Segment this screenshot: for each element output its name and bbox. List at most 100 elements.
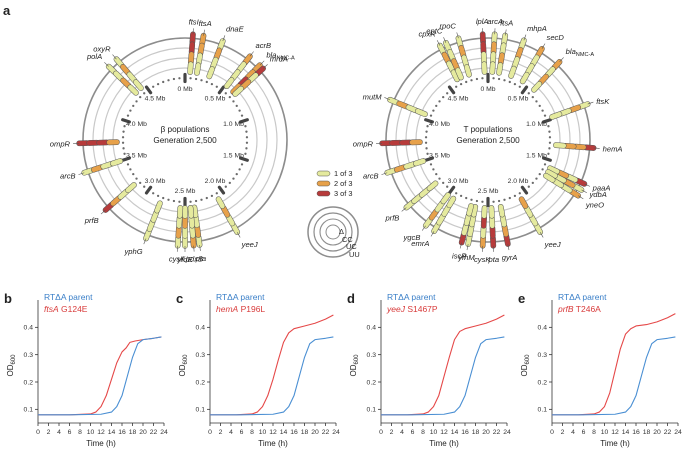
- mutation-marker: [133, 79, 144, 91]
- gene-label: ftsA: [500, 19, 513, 28]
- gene-leader-line: [436, 40, 441, 46]
- t-mb-label: 3.5 Mb: [429, 153, 450, 160]
- t-mb-tick: [447, 185, 456, 195]
- t-genome-dot: [425, 147, 428, 150]
- mutant-growth-curve: [381, 314, 505, 416]
- t-genome-dot: [435, 104, 438, 107]
- gene-label: yeeJ: [241, 240, 258, 249]
- mutation-marker: [109, 158, 124, 167]
- t-genome-dot: [475, 199, 479, 203]
- t-genome-dot: [426, 152, 429, 155]
- gene-label: ygcB: [403, 233, 421, 242]
- beta-genome-dot: [143, 92, 146, 95]
- gene-label: dnaE: [226, 25, 245, 34]
- t-genome-dot: [547, 125, 550, 128]
- beta-mb-label: 0.5 Mb: [205, 96, 226, 103]
- x-tick-label: 18: [472, 429, 480, 436]
- beta-genome-dot: [245, 136, 249, 139]
- beta-genome-dot: [139, 96, 142, 99]
- t-gene-secd: secD: [519, 33, 564, 85]
- beta-mb-label: 4.5 Mb: [145, 96, 166, 103]
- mutation-marker: [127, 84, 139, 96]
- t-genome-dot: [442, 181, 445, 185]
- gene-leader-line: [236, 232, 241, 238]
- t-genome-dot: [455, 192, 458, 195]
- mutation-marker: [488, 205, 495, 219]
- y-tick-label: 0.3: [538, 352, 548, 359]
- t-mb-tick: [520, 185, 529, 195]
- beta-gene-ftsi: ftsI: [187, 17, 200, 75]
- gene-leader-line: [259, 60, 265, 66]
- gene-leader-line: [578, 195, 584, 200]
- mutant-growth-curve: [552, 313, 676, 416]
- beta-genome-dot: [244, 125, 247, 128]
- beta-gene-pdxb: pdxB: [185, 205, 203, 264]
- t-populations-genome-map: T populations Generation 2,500 0 Mb 0.5 M…: [353, 17, 623, 264]
- t-genome-rings: [385, 37, 591, 243]
- t-gene-mhpa: mhpA: [508, 24, 547, 79]
- t-gene-arcb: arcB: [363, 158, 427, 181]
- legend-mutant-strain: yeeJ S1467P: [386, 304, 438, 314]
- ring-key-outer: [307, 206, 359, 258]
- beta-gene-yfde: yfdE: [176, 205, 194, 264]
- beta-mb-label: 2.0 Mb: [205, 178, 226, 185]
- gene-label: pta: [487, 255, 499, 264]
- y-tick-label: 0.3: [367, 352, 377, 359]
- x-tick-label: 10: [259, 429, 267, 436]
- t-genome-dot: [470, 198, 473, 201]
- x-tick-label: 2: [390, 429, 394, 436]
- x-tick-label: 8: [592, 429, 596, 436]
- beta-mb-tick: [144, 185, 153, 195]
- mutation-marker: [508, 65, 517, 79]
- beta-genome-dot: [126, 114, 130, 117]
- x-tick-label: 22: [150, 429, 158, 436]
- beta-genome-dot: [152, 192, 155, 195]
- t-mb-label: 4.5 Mb: [448, 96, 469, 103]
- mutation-marker: [182, 205, 188, 219]
- t-genome-dot: [429, 114, 433, 117]
- gene-leader-line: [456, 32, 459, 39]
- t-gene-ydba: ydbA: [545, 169, 607, 199]
- mutation-marker: [518, 196, 529, 209]
- gene-label: ydbA: [588, 190, 606, 199]
- beta-gene-oxyr: oxyR: [93, 44, 144, 91]
- gene-label: yfdE: [176, 255, 193, 264]
- y-tick-label: 0.4: [367, 325, 377, 332]
- mutation-marker: [194, 62, 202, 76]
- t-mb-tick: [424, 118, 434, 124]
- gene-leader-line: [466, 244, 469, 251]
- legend-label-3-of-3: 3 of 3: [334, 189, 353, 198]
- beta-genome-dot: [232, 177, 235, 180]
- x-tick-label: 6: [582, 429, 586, 436]
- y-tick-label: 0.1: [538, 407, 548, 414]
- gene-leader-line: [100, 209, 106, 215]
- x-tick-label: 6: [411, 429, 415, 436]
- t-genome-dot: [548, 136, 552, 139]
- gene-label: paaA: [592, 184, 611, 193]
- t-mb-label: 2.0 Mb: [508, 178, 529, 185]
- t-gene-yeej: yeeJ: [518, 196, 561, 249]
- beta-gene-yphg: yphG: [124, 200, 163, 256]
- gene-label: prfB: [84, 216, 99, 225]
- gene-label: mhpA: [527, 24, 547, 33]
- gene-label: cysK: [474, 255, 491, 264]
- x-tick-label: 16: [290, 429, 298, 436]
- beta-gene-ftsa: ftsA: [194, 19, 212, 76]
- t-genome-dot: [513, 194, 517, 198]
- x-tick-label: 12: [269, 429, 277, 436]
- mutation-marker: [125, 182, 137, 194]
- beta-genome-dot: [240, 163, 244, 166]
- y-tick-label: 0.4: [538, 325, 548, 332]
- beta-gene-arcb: arcB: [60, 158, 124, 181]
- x-tick-label: 24: [160, 429, 168, 436]
- gene-label: blaNMC-A: [566, 47, 595, 58]
- beta-genome-dot: [245, 147, 248, 150]
- t-mb-label: 3.0 Mb: [448, 178, 469, 185]
- mutation-marker: [481, 61, 488, 75]
- beta-mb-tick: [239, 156, 249, 162]
- mutation-marker: [549, 111, 563, 120]
- t-genome-dot: [508, 80, 511, 84]
- mutation-marker: [187, 205, 195, 219]
